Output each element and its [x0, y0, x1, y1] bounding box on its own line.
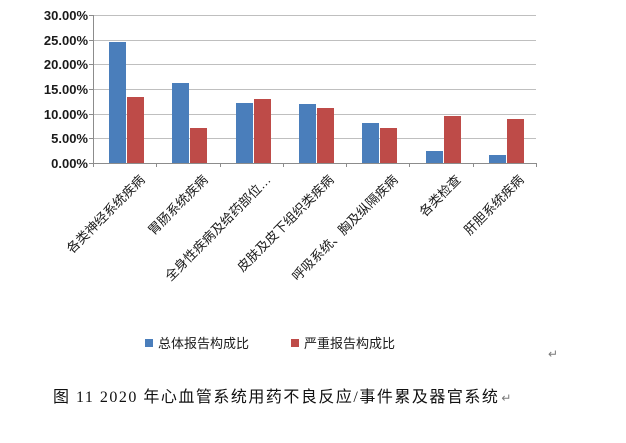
y-axis-tick	[89, 64, 93, 66]
y-axis-line	[93, 15, 94, 167]
paragraph-mark-after-chart: ↵	[548, 347, 559, 361]
y-axis-tick	[89, 39, 93, 41]
x-axis-line	[93, 163, 536, 164]
x-axis-category-label: 各类神经系统疾病	[63, 172, 148, 257]
gridline	[93, 15, 536, 16]
bar-total-report	[109, 42, 127, 163]
y-axis-tick	[89, 113, 93, 115]
bar-total-report	[172, 83, 190, 163]
legend-label-serious: 严重报告构成比	[304, 336, 396, 351]
x-axis-tick	[282, 163, 284, 167]
legend-item-total: 总体报告构成比	[145, 333, 249, 352]
bar-total-report	[362, 123, 380, 163]
gridline	[93, 64, 536, 66]
bar-serious-report	[253, 99, 271, 163]
y-axis-label: 25.00%	[43, 32, 88, 48]
gridline	[93, 39, 536, 41]
x-axis-category-label: 肝胆系统疾病	[461, 172, 528, 238]
x-axis-tick	[156, 163, 158, 167]
x-axis-category-label: 全身性疾病及给药部位…	[162, 172, 274, 284]
chart-legend: 总体报告构成比 严重报告构成比	[145, 333, 395, 352]
bar-total-report	[425, 151, 443, 163]
legend-swatch-red-icon	[291, 338, 300, 347]
x-axis-category-label: 呼吸系统、胸及纵隔疾病	[288, 172, 401, 284]
x-axis-tick	[409, 163, 411, 167]
y-axis-label: 10.00%	[43, 106, 88, 122]
figure-caption-text: 图 11 2020 年心血管系统用药不良反应/事件累及器官系统	[53, 389, 500, 406]
legend-item-serious: 严重报告构成比	[291, 333, 395, 352]
y-axis-tick	[89, 89, 93, 90]
bar-serious-report	[380, 128, 398, 163]
bar-serious-report	[506, 119, 524, 163]
y-axis-label: 20.00%	[43, 57, 88, 73]
x-axis-category-label: 各类检查	[416, 172, 464, 220]
bar-total-report	[235, 103, 253, 163]
paragraph-mark-after-caption: ↵	[501, 391, 512, 405]
bar-total-report	[299, 104, 316, 163]
y-axis-label: 5.00%	[51, 131, 88, 147]
bar-serious-report	[190, 128, 208, 163]
legend-label-total: 总体报告构成比	[158, 336, 250, 351]
legend-swatch-blue-icon	[145, 338, 153, 347]
bar-serious-report	[317, 108, 334, 163]
y-axis-tick	[89, 163, 93, 164]
y-axis-tick	[89, 138, 93, 140]
y-axis-label: 15.00%	[43, 82, 88, 97]
x-axis-tick	[346, 163, 348, 167]
y-axis-tick	[89, 15, 93, 16]
gridline	[93, 89, 536, 90]
bar-total-report	[488, 155, 506, 163]
bar-serious-report	[443, 116, 461, 163]
x-axis-tick	[93, 163, 94, 167]
figure-caption: 图 11 2020 年心血管系统用药不良反应/事件累及器官系统 ↵	[53, 383, 511, 407]
x-axis-tick	[536, 163, 537, 167]
x-axis-tick	[219, 163, 221, 167]
bar-serious-report	[127, 97, 145, 163]
y-axis-label: 0.00%	[51, 156, 88, 171]
y-axis-label: 30.00%	[43, 8, 88, 23]
x-axis-tick	[472, 163, 474, 167]
